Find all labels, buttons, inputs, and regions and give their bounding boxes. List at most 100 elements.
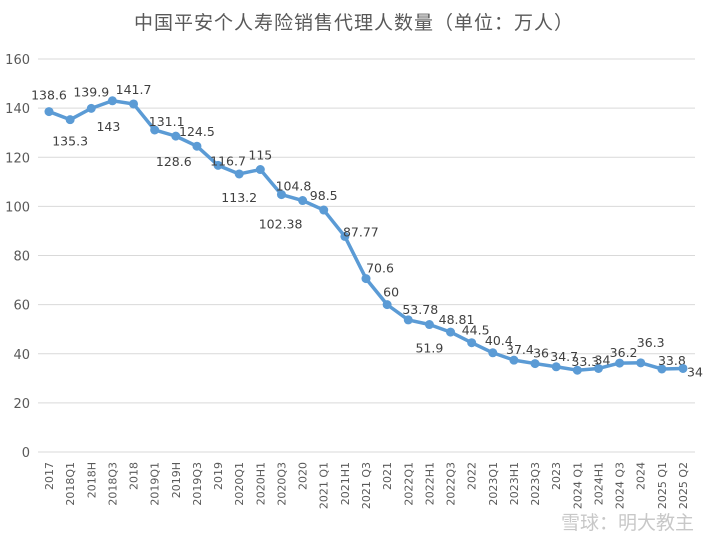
- data-label: 87.77: [343, 224, 379, 239]
- data-label: 131.1: [149, 114, 185, 129]
- x-tick-label: 2023: [550, 462, 563, 490]
- data-point: [107, 96, 117, 106]
- data-point: [298, 196, 308, 206]
- data-point: [65, 115, 75, 125]
- data-label: 33.8: [658, 353, 686, 368]
- x-tick-label: 2018H: [85, 462, 98, 498]
- y-tick-label: 160: [5, 53, 30, 68]
- x-tick-label: 2021 Q1: [318, 462, 331, 509]
- data-point: [509, 355, 519, 365]
- x-tick-label: 2017: [43, 462, 56, 490]
- data-label: 70.6: [366, 261, 394, 276]
- y-tick-label: 40: [13, 348, 30, 363]
- data-point: [255, 165, 265, 175]
- data-point: [86, 103, 96, 113]
- x-tick-label: 2022Q1: [402, 462, 415, 506]
- data-point: [657, 364, 667, 374]
- data-point: [276, 190, 286, 200]
- watermark: 雪球：明大教主: [560, 512, 694, 534]
- x-tick-label: 2024 Q3: [614, 462, 627, 509]
- data-label: 104.8: [276, 179, 312, 194]
- data-label: 48.81: [439, 312, 475, 327]
- data-label: 40.4: [485, 333, 513, 348]
- x-tick-label: 2024H1: [592, 462, 605, 505]
- y-tick-label: 100: [5, 200, 30, 215]
- data-point: [129, 99, 139, 109]
- x-tick-label: 2020Q3: [275, 462, 288, 506]
- data-point: [424, 320, 434, 330]
- x-tick-label: 2023H1: [508, 462, 521, 505]
- data-label: 53.78: [402, 302, 438, 317]
- y-tick-label: 140: [5, 102, 30, 117]
- data-point: [171, 131, 181, 141]
- x-tick-label: 2019Q3: [191, 462, 204, 506]
- data-label: 98.5: [310, 188, 338, 203]
- data-label: 124.5: [179, 124, 215, 139]
- data-point: [44, 107, 54, 117]
- data-point: [467, 338, 477, 348]
- data-label: 34: [595, 352, 611, 367]
- x-tick-label: 2021 Q3: [360, 462, 373, 509]
- data-label: 135.3: [52, 134, 88, 149]
- data-label: 36.3: [637, 335, 665, 350]
- data-point: [572, 365, 582, 375]
- x-tick-label: 2018Q3: [106, 462, 119, 506]
- data-label: 128.6: [156, 154, 192, 169]
- y-tick-label: 80: [13, 250, 30, 265]
- x-tick-label: 2023Q3: [529, 462, 542, 506]
- data-point: [593, 363, 603, 373]
- data-label: 60: [383, 285, 399, 300]
- x-tick-label: 2024: [635, 462, 648, 490]
- y-tick-label: 60: [13, 299, 30, 314]
- x-tick-label: 2021H1: [339, 462, 352, 505]
- y-tick-label: 120: [5, 151, 30, 166]
- data-label: 116.7: [210, 153, 246, 168]
- data-label: 138.6: [31, 88, 67, 103]
- x-tick-label: 2020H1: [254, 462, 267, 505]
- data-point: [192, 141, 202, 151]
- data-label: 44.5: [462, 323, 490, 338]
- data-point: [361, 274, 371, 284]
- data-point: [488, 348, 498, 358]
- data-label: 33.3: [571, 354, 599, 369]
- x-tick-label: 2025 Q1: [656, 462, 669, 509]
- x-tick-label: 2024 Q1: [571, 462, 584, 509]
- x-tick-label: 2019Q1: [149, 462, 162, 506]
- data-label: 115: [248, 148, 272, 163]
- data-point: [382, 300, 392, 310]
- data-point: [678, 363, 688, 373]
- x-tick-label: 2020: [297, 462, 310, 490]
- data-label: 34.7: [550, 349, 578, 364]
- data-point: [530, 359, 540, 369]
- data-point: [213, 160, 223, 170]
- x-tick-label: 2023Q1: [487, 462, 500, 506]
- data-point: [403, 315, 413, 325]
- data-point: [234, 169, 244, 179]
- x-tick-label: 2018Q1: [64, 462, 77, 506]
- x-tick-label: 2020Q1: [233, 462, 246, 506]
- x-tick-label: 2018: [128, 462, 141, 490]
- x-tick-label: 2022Q3: [445, 462, 458, 506]
- data-label: 37.4: [506, 342, 534, 357]
- data-label: 36: [533, 346, 549, 361]
- data-point: [446, 327, 456, 337]
- data-label: 34: [687, 364, 703, 379]
- data-point: [551, 362, 561, 372]
- data-label: 141.7: [116, 82, 152, 97]
- data-point: [615, 358, 625, 368]
- x-tick-label: 2021: [381, 462, 394, 490]
- y-tick-label: 0: [22, 446, 30, 461]
- x-tick-label: 2022: [466, 462, 479, 490]
- data-label: 102.38: [259, 217, 303, 232]
- x-tick-label: 2022H1: [423, 462, 436, 505]
- data-label: 143: [96, 119, 120, 134]
- data-point: [636, 358, 646, 368]
- y-tick-label: 20: [13, 397, 30, 412]
- data-point: [340, 231, 350, 241]
- chart-title: 中国平安个人寿险销售代理人数量（单位：万人）: [133, 12, 574, 34]
- data-point: [150, 125, 160, 135]
- data-label: 36.2: [610, 345, 638, 360]
- data-label: 113.2: [221, 190, 257, 205]
- data-label: 139.9: [73, 84, 109, 99]
